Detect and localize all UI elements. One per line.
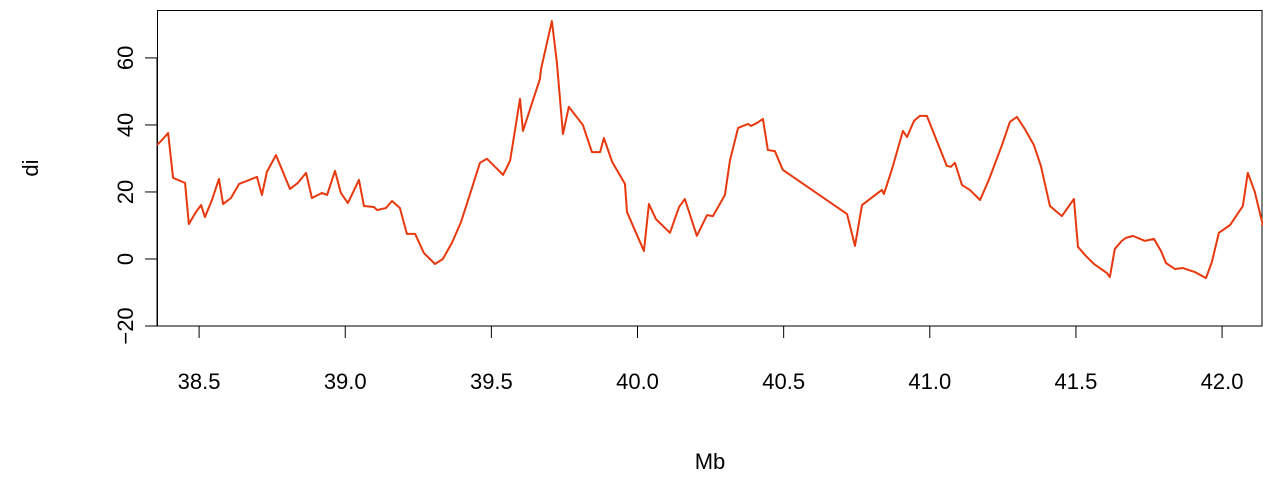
y-tick-label: 0 <box>113 253 138 265</box>
y-axis-label: di <box>18 159 43 176</box>
data-line <box>157 20 1263 280</box>
y-tick-label: −20 <box>113 307 138 344</box>
y-tick-label: 40 <box>113 113 138 137</box>
x-tick-label: 39.0 <box>324 369 367 394</box>
plot-frame <box>157 10 1263 327</box>
x-tick-label: 41.5 <box>1055 369 1098 394</box>
x-tick-label: 38.5 <box>178 369 221 394</box>
x-axis-label: Mb <box>695 449 726 474</box>
x-tick-label: 40.0 <box>616 369 659 394</box>
y-tick-label: 60 <box>113 46 138 70</box>
x-tick-label: 39.5 <box>470 369 513 394</box>
x-tick-label: 40.5 <box>762 369 805 394</box>
x-tick-label: 42.0 <box>1201 369 1244 394</box>
y-tick-label: 20 <box>113 180 138 204</box>
x-tick-label: 41.0 <box>908 369 951 394</box>
